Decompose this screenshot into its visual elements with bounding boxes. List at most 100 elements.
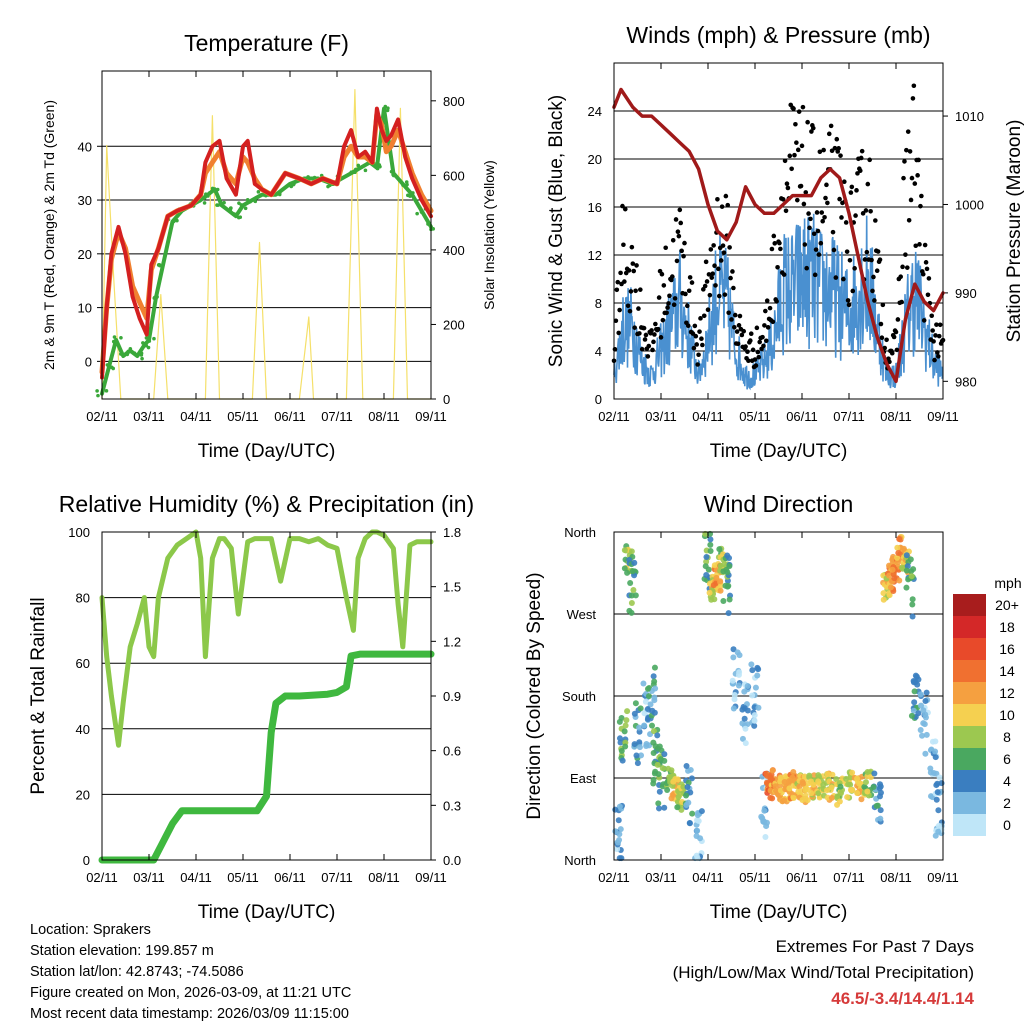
series-point-gust — [814, 210, 820, 215]
series-point-2m-td — [306, 175, 310, 179]
series-point-2m-td — [171, 219, 176, 224]
series-point-gust — [874, 268, 880, 274]
series-point-2m-td — [140, 356, 144, 361]
extremes-values: 46.5/-3.4/14.4/1.14 — [831, 989, 974, 1008]
x-tick-label: 06/11 — [274, 409, 306, 424]
series-point-gust — [825, 200, 830, 206]
series-point-gust — [909, 175, 915, 181]
series-point-direction — [703, 571, 710, 578]
series-point-gust — [637, 331, 642, 336]
y-tick-label: 100 — [68, 525, 90, 540]
y-tick-label-right: 400 — [443, 243, 465, 258]
series-point-direction — [873, 802, 880, 809]
series-point-2m-td — [238, 215, 243, 220]
series-point-direction — [933, 796, 940, 803]
series-point-direction — [742, 725, 749, 732]
series-point-2m-td — [128, 346, 133, 351]
series-point-gust — [660, 317, 666, 323]
series-point-direction — [935, 822, 942, 829]
series-point-direction — [762, 834, 769, 841]
series-point-direction — [908, 573, 915, 580]
series-point-gust — [679, 248, 684, 254]
series-point-gust — [693, 333, 699, 339]
series-point-gust — [708, 247, 714, 252]
series-point-gust — [918, 203, 923, 209]
series-point-gust — [754, 325, 760, 331]
series-point-gust — [917, 242, 922, 247]
series-point-2m-td — [210, 188, 215, 192]
station-elevation: Station elevation: 199.857 m — [30, 943, 214, 959]
series-point-direction — [706, 589, 713, 596]
series-point-2m-td — [152, 296, 157, 300]
series-point-direction — [670, 778, 677, 785]
y-axis-label: 2m & 9m T (Red, Orange) & 2m Td (Green) — [41, 100, 57, 370]
series-point-gust — [879, 335, 885, 341]
series-point-gust — [653, 321, 658, 327]
series-point-direction — [739, 720, 746, 727]
series-point-gust — [716, 293, 722, 299]
series-point-gust — [713, 283, 718, 288]
series-point-gust — [633, 288, 638, 294]
series-point-gust — [702, 283, 708, 289]
series-point-gust — [695, 362, 700, 367]
series-point-direction — [616, 735, 623, 742]
series-point-direction — [781, 797, 788, 804]
series-point-gust — [824, 182, 829, 188]
series-point-2m-td — [312, 175, 317, 180]
series-point-direction — [724, 569, 731, 576]
series-point-direction — [922, 750, 929, 757]
series-point-direction — [749, 692, 756, 699]
series-point-direction — [614, 846, 621, 853]
series-point-direction — [684, 784, 691, 791]
series-point-gust — [762, 323, 767, 328]
series-point-gust — [685, 303, 690, 309]
series-point-gust — [641, 325, 647, 331]
series-point-direction — [651, 678, 658, 685]
series-point-gust — [910, 96, 916, 101]
series-point-gust — [613, 318, 619, 324]
series-point-direction — [694, 812, 701, 819]
series-point-gust — [806, 211, 811, 216]
series-point-direction — [807, 778, 814, 785]
series-point-direction — [769, 767, 776, 774]
series-point-direction — [749, 667, 756, 674]
y-tick-label: 16 — [588, 200, 602, 215]
series-point-gust — [812, 272, 818, 278]
series-point-gust — [715, 196, 720, 202]
series-point-gust — [716, 266, 721, 272]
series-point-direction — [894, 554, 901, 561]
y-tick-label-right: 0.3 — [443, 798, 461, 813]
y-tick-label-right: 0.6 — [443, 744, 461, 759]
series-point-direction — [619, 757, 626, 764]
colorbar-label: mph — [994, 575, 1021, 591]
series-point-gust — [891, 334, 897, 340]
series-point-gust — [907, 149, 913, 154]
series-point-2m-td — [158, 263, 162, 268]
series-point-direction — [912, 672, 919, 679]
series-point-gust — [875, 249, 881, 254]
x-tick-label: 08/11 — [368, 409, 400, 424]
series-point-direction — [824, 771, 831, 778]
series-point-direction — [849, 787, 856, 794]
series-point-gust — [727, 245, 732, 250]
series-point-gust — [694, 342, 700, 347]
series-point-gust — [908, 197, 914, 203]
series-point-direction — [772, 783, 779, 790]
series-point-gust — [676, 233, 682, 239]
series-point-direction — [655, 771, 662, 778]
series-point-gust — [864, 249, 870, 255]
series-point-direction — [917, 727, 924, 734]
series-point-2m-td — [404, 180, 409, 184]
series-point-direction — [697, 835, 704, 842]
series-point-direction — [668, 767, 675, 774]
series-point-direction — [725, 610, 732, 617]
series-point-direction — [736, 669, 743, 676]
station-location: Location: Sprakers — [30, 922, 151, 938]
chart-title: Winds (mph) & Pressure (mb) — [626, 22, 930, 48]
x-axis-label: Time (Day/UTC) — [710, 902, 848, 923]
series-point-gust — [655, 326, 661, 332]
series-point-2m-td — [229, 206, 233, 210]
colorbar-swatch — [953, 792, 986, 814]
series-point-gust — [846, 302, 852, 308]
